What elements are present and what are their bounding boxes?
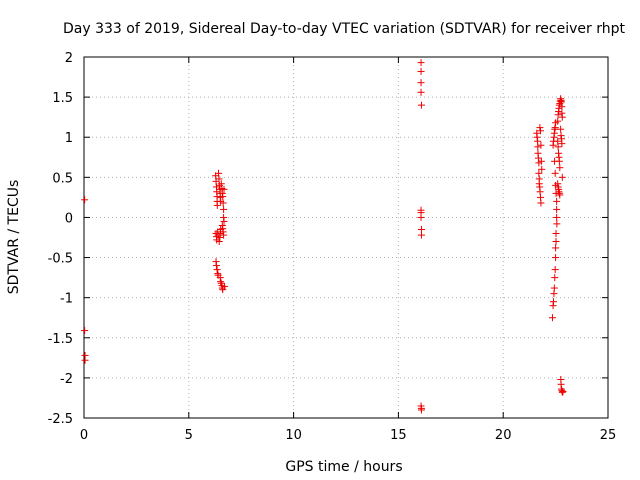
data-point xyxy=(558,388,566,396)
data-point xyxy=(417,88,425,96)
data-point xyxy=(537,157,545,165)
y-axis-title: SDTVAR / TECUs xyxy=(6,180,22,295)
y-tick-label: 1 xyxy=(65,131,73,146)
data-point xyxy=(417,213,425,221)
y-tick-label: -2 xyxy=(60,372,73,387)
y-tick-label: -0.5 xyxy=(48,252,73,267)
data-point xyxy=(81,327,89,335)
data-point xyxy=(556,191,564,199)
x-tick-label: 20 xyxy=(495,428,512,443)
data-point xyxy=(417,231,425,239)
data-point xyxy=(553,205,561,213)
x-tick-label: 0 xyxy=(80,428,88,443)
plot-frame xyxy=(83,56,609,419)
y-tick-label: -2.5 xyxy=(48,412,73,427)
data-point xyxy=(219,193,227,201)
data-point xyxy=(559,388,567,396)
axis-ticks: 0 5 10 15 20 25 -2.5 -2 -1.5 -1 -0.5 0 0.5 1 1.5 2 xyxy=(48,51,617,443)
data-point xyxy=(417,101,425,109)
data-point xyxy=(537,199,545,207)
data-point xyxy=(557,125,565,133)
data-point xyxy=(417,406,425,414)
data-point xyxy=(558,140,566,148)
data-point xyxy=(554,117,562,125)
data-point xyxy=(551,274,559,282)
data-point xyxy=(552,229,560,237)
chart-title: Day 333 of 2019, Sidereal Day-to-day VTE… xyxy=(63,21,625,37)
data-point xyxy=(215,175,223,183)
data-point xyxy=(219,199,227,207)
data-point xyxy=(215,238,223,246)
data-point xyxy=(220,185,228,193)
data-point xyxy=(553,213,561,221)
data-point xyxy=(220,205,228,213)
data-point xyxy=(536,124,544,132)
data-point xyxy=(558,173,566,181)
data-point xyxy=(534,143,542,151)
x-axis-title: GPS time / hours xyxy=(285,459,402,475)
data-point xyxy=(555,157,563,165)
data-point xyxy=(220,213,228,221)
data-point xyxy=(552,254,560,262)
data-point xyxy=(217,180,225,188)
data-point xyxy=(552,238,560,246)
x-tick-label: 10 xyxy=(285,428,302,443)
x-tick-label: 5 xyxy=(185,428,193,443)
data-point xyxy=(556,164,564,172)
y-tick-label: 2 xyxy=(65,51,73,66)
y-tick-label: -1 xyxy=(60,292,73,307)
data-point xyxy=(551,266,559,274)
data-point xyxy=(219,286,227,294)
data-point xyxy=(213,266,221,274)
data-point xyxy=(558,103,566,111)
data-point xyxy=(213,201,221,209)
data-point xyxy=(537,127,545,135)
data-point xyxy=(552,244,560,252)
data-point xyxy=(81,356,89,364)
data-points xyxy=(81,59,567,414)
y-tick-label: 0 xyxy=(65,211,73,226)
data-point xyxy=(554,143,562,151)
data-point xyxy=(558,113,566,121)
data-point xyxy=(538,165,546,173)
data-point xyxy=(551,169,559,177)
data-point xyxy=(217,278,225,286)
data-point xyxy=(417,67,425,75)
data-point xyxy=(417,79,425,87)
data-point xyxy=(212,262,220,270)
x-tick-label: 25 xyxy=(600,428,617,443)
data-point xyxy=(220,231,228,239)
data-point xyxy=(553,197,561,205)
grid xyxy=(84,57,608,418)
data-point xyxy=(417,59,425,67)
data-point xyxy=(548,314,556,322)
data-point xyxy=(81,196,89,204)
data-point xyxy=(220,282,228,290)
data-point xyxy=(550,284,558,292)
data-point xyxy=(553,220,561,228)
y-tick-label: -1.5 xyxy=(48,332,73,347)
y-tick-label: 0.5 xyxy=(52,171,73,186)
x-tick-label: 15 xyxy=(390,428,407,443)
y-tick-label: 1.5 xyxy=(52,91,73,106)
data-point xyxy=(550,298,558,306)
data-point xyxy=(537,141,545,149)
